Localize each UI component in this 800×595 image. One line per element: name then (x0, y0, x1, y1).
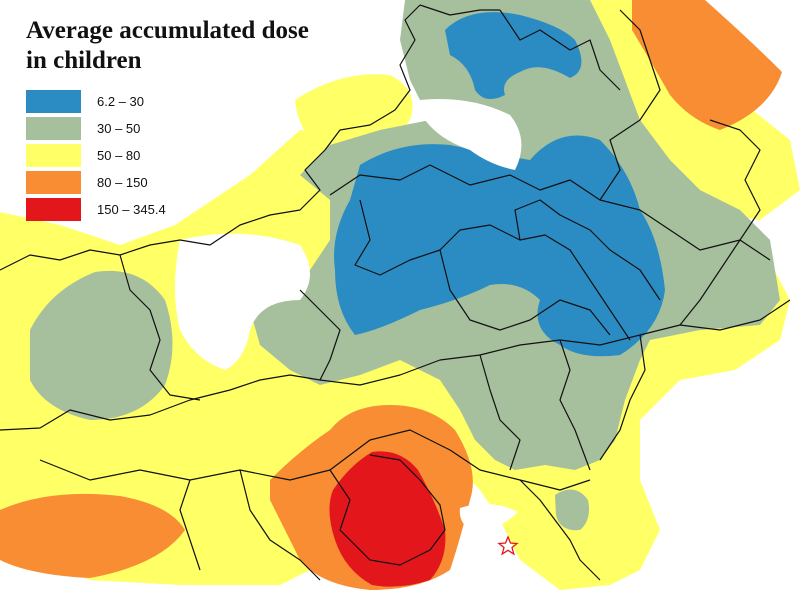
legend-label: 6.2 – 30 (97, 94, 144, 109)
legend-swatch (26, 90, 81, 113)
legend-item: 80 – 150 (26, 169, 166, 196)
legend-swatch (26, 144, 81, 167)
zone-6-30 (334, 12, 665, 357)
legend-item: 150 – 345.4 (26, 196, 166, 223)
legend-label: 50 – 80 (97, 148, 141, 163)
map-title-line2: in children (26, 47, 142, 74)
legend-swatch (26, 117, 81, 140)
legend-item: 6.2 – 30 (26, 88, 166, 115)
legend-swatch (26, 171, 81, 194)
map-title: Average accumulated dose in children (26, 16, 309, 76)
legend-label: 150 – 345.4 (97, 202, 166, 217)
legend-label: 30 – 50 (97, 121, 141, 136)
legend-item: 50 – 80 (26, 142, 166, 169)
legend-swatch (26, 198, 81, 221)
zone-150-345 (329, 451, 446, 587)
star-outline-icon (497, 535, 519, 556)
legend-label: 80 – 150 (97, 175, 148, 190)
legend: 6.2 – 30 30 – 50 50 – 80 80 – 150 150 – … (26, 88, 166, 223)
blank-areas (175, 99, 522, 532)
map-title-line1: Average accumulated dose (26, 17, 309, 44)
legend-item: 30 – 50 (26, 115, 166, 142)
district-boundaries (0, 4, 791, 581)
